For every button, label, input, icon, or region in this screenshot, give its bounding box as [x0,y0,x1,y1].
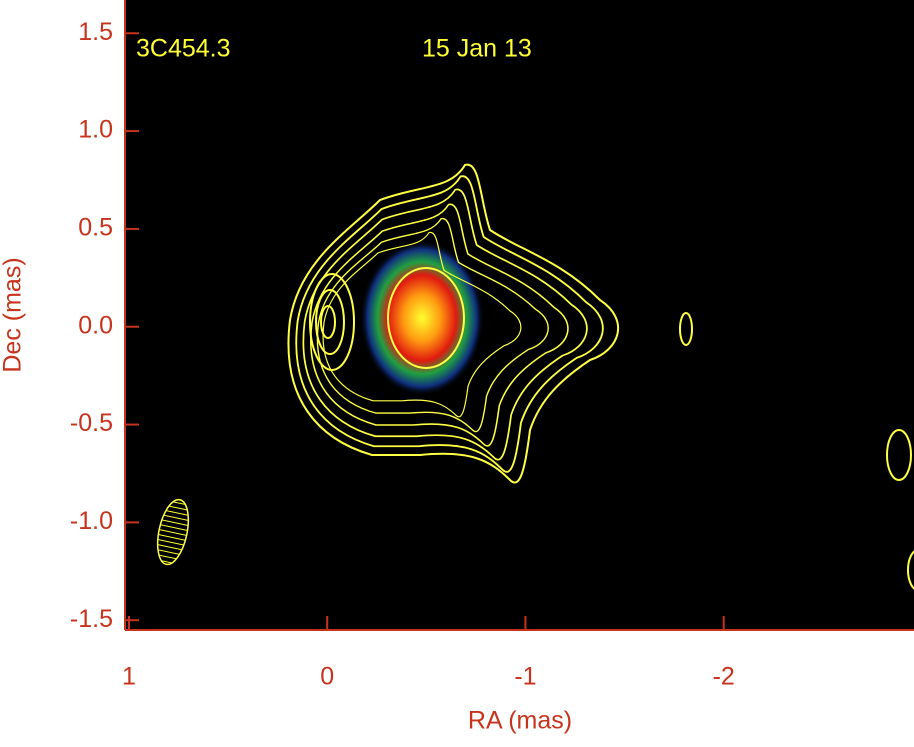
image [156,163,914,590]
y-tick-label: 0.0 [78,311,113,339]
beam [156,498,190,566]
intensity-map [360,240,484,396]
plot-area [125,0,914,630]
y-axis-label: Dec (mas) [0,257,27,372]
y-tick-label: 1.0 [78,116,113,144]
y-tick-label: -1.0 [70,507,113,535]
x-tick-label: 1 [122,663,136,691]
annotation: 3C454.3 [136,35,231,63]
y-tick-label: -0.5 [70,409,113,437]
x-axis-label: RA (mas) [468,707,572,735]
y-tick-label: -1.5 [70,605,113,633]
x-tick-label: -1 [514,663,536,691]
y-tick-label: 0.5 [78,214,113,242]
x-tick-label: -2 [713,663,735,691]
annotation: 15 Jan 13 [422,35,532,63]
x-tick-label: 0 [320,663,334,691]
contours [287,163,914,590]
y-tick-label: 1.5 [78,18,113,46]
